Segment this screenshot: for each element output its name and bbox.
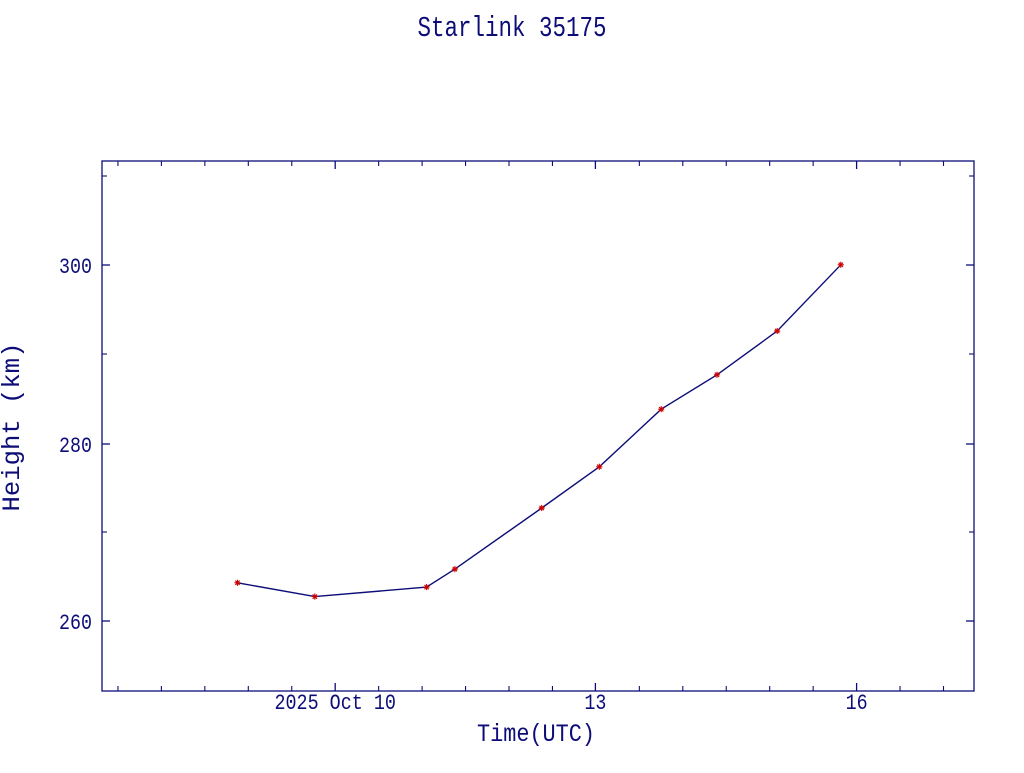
svg-text:Time(UTC): Time(UTC): [477, 720, 595, 749]
svg-text:300: 300: [59, 255, 92, 280]
svg-text:Starlink 35175: Starlink 35175: [418, 12, 607, 45]
svg-text:Height (km): Height (km): [0, 343, 27, 512]
svg-text:280: 280: [59, 434, 92, 459]
svg-text:2025 Oct 10: 2025 Oct 10: [274, 691, 396, 716]
svg-text:13: 13: [584, 691, 606, 716]
svg-text:16: 16: [846, 691, 868, 716]
svg-text:260: 260: [59, 611, 92, 636]
